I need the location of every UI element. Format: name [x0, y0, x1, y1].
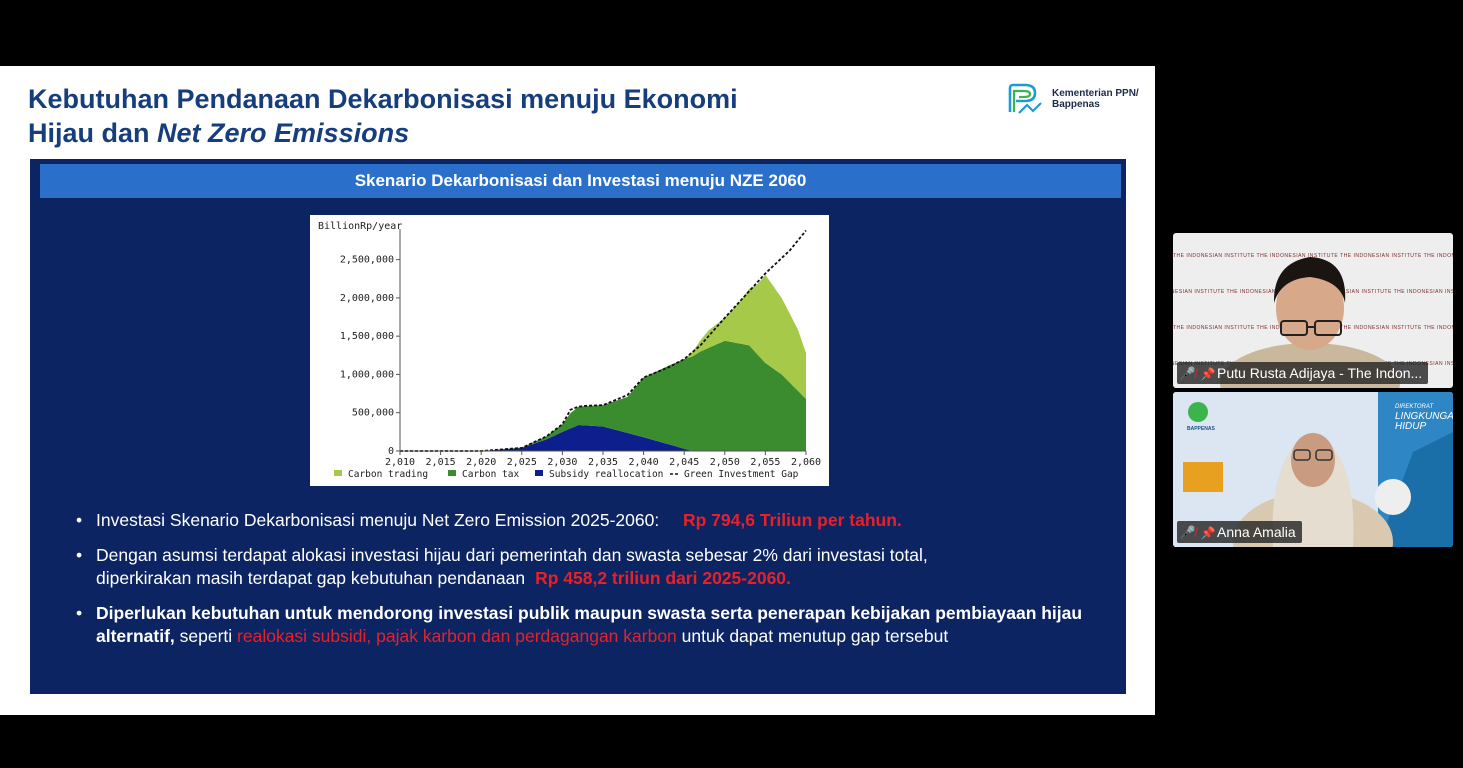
x-tick-label: 2,010 [385, 457, 415, 468]
y-tick-label: 0 [388, 446, 394, 457]
bullet-3-bold: Diperlukan kebutuhan untuk mendorong inv… [96, 603, 1083, 646]
bullet-item-1: • Investasi Skenario Dekarbonisasi menuj… [76, 510, 902, 530]
pin-icon[interactable]: 📌 [1200, 526, 1216, 540]
legend-label: Subsidy reallocation [549, 469, 663, 480]
mic-off-icon: 🎤̸ [1179, 366, 1197, 381]
bullet-3-red: realokasi subsidi, pajak karbon dan perd… [237, 626, 677, 646]
backdrop-text-row: THE INDONESIAN INSTITUTE THE INDONESIAN … [1173, 253, 1453, 259]
bullet-item-2: • Dengan asumsi terdapat alokasi investa… [76, 544, 1086, 590]
slide-title: Kebutuhan Pendanaan Dekarbonisasi menuju… [28, 82, 848, 150]
bullet-item-3: • Diperlukan kebutuhan untuk mendorong i… [76, 603, 1083, 646]
participant-2-nameplate: 🎤̸ 📌 Anna Amalia [1177, 521, 1302, 543]
title-italic: Net Zero Emissions [157, 118, 410, 148]
title-plain: Hijau dan [28, 118, 158, 148]
legend-swatch [535, 470, 543, 476]
logo-line1: Kementerian PPN/ [1052, 88, 1139, 99]
area-carbon-trading [400, 274, 806, 451]
participant-2-name: Anna Amalia [1217, 524, 1296, 540]
chart-container: 0 500,000 1,000,000 1,500,000 2,000,000 2,500… [310, 215, 829, 486]
x-tick-label: 2,015 [426, 457, 456, 468]
slide-title-line1: Kebutuhan Pendanaan Dekarbonisasi menuju… [28, 84, 738, 114]
x-tick-label: 2,045 [669, 457, 699, 468]
participant-1-name: Putu Rusta Adijaya - The Indon... [1217, 365, 1423, 381]
pin-icon[interactable]: 📌 [1200, 367, 1216, 381]
green-investment-gap-line [400, 229, 807, 452]
slide-title-line2: Hijau dan Net Zero Emissions [28, 116, 848, 150]
bullet-3-tail: untuk dapat menutup gap tersebut [676, 626, 949, 646]
bullet-2-highlight: Rp 458,2 triliun dari 2025-2060. [535, 568, 791, 588]
backdrop-directorate: DIREKTORAT LINGKUNGAN HIDUP [1395, 402, 1453, 432]
bullet-2-line2: diperkirakan masih terdapat gap kebutuha… [96, 568, 526, 588]
y-tick-label: 1,000,000 [340, 369, 394, 380]
bullet-1-highlight: Rp 794,6 Triliun per tahun. [682, 510, 902, 530]
x-tick-label: 2,030 [547, 457, 577, 468]
y-tick-label: 2,500,000 [340, 255, 394, 266]
x-tick-label: 2,055 [750, 457, 780, 468]
backdrop-bappenas: BAPPENAS [1187, 426, 1215, 432]
participant-tile-1[interactable]: THE INDONESIAN INSTITUTE THE INDONESIAN … [1173, 233, 1453, 388]
legend-swatch [334, 470, 342, 476]
participant-1-nameplate: 🎤̸ 📌 Putu Rusta Adijaya - The Indon... [1177, 362, 1429, 384]
bappenas-logo: Kementerian PPN/ Bappenas [1007, 82, 1147, 118]
x-tick-label: 2,040 [629, 457, 659, 468]
presentation-slide: Kebutuhan Pendanaan Dekarbonisasi menuju… [0, 66, 1155, 715]
logo-line2: Bappenas [1052, 99, 1100, 110]
bullet-list: • Investasi Skenario Dekarbonisasi menuj… [76, 509, 1086, 660]
legend-label: Green Investment Gap [684, 469, 799, 480]
x-tick-label: 2,020 [466, 457, 496, 468]
bullet-1-text: Investasi Skenario Dekarbonisasi menuju … [96, 510, 660, 530]
legend-label: Carbon trading [348, 469, 428, 480]
x-tick-label: 2,050 [710, 457, 740, 468]
y-axis-label: BillionRp/year [318, 221, 402, 232]
backdrop-title2: LINGKUNGAN [1395, 411, 1453, 422]
content-panel: Skenario Dekarbonisasi dan Investasi men… [30, 159, 1126, 694]
participant-tile-2[interactable]: DIREKTORAT LINGKUNGAN HIDUP BAPPENAS 🎤̸📌… [1173, 392, 1453, 547]
panel-header: Skenario Dekarbonisasi dan Investasi men… [40, 164, 1121, 198]
backdrop-title1: DIREKTORAT [1395, 404, 1434, 410]
x-tick-label: 2,035 [588, 457, 618, 468]
bullet-3-plain: seperti [174, 626, 238, 646]
area-subsidy-reallocation [400, 425, 806, 451]
area-chart: 0 500,000 1,000,000 1,500,000 2,000,000 2,500… [318, 221, 821, 480]
legend-swatch [448, 470, 456, 476]
y-tick-label: 2,000,000 [340, 293, 394, 304]
bullet-2-line1: Dengan asumsi terdapat alokasi investasi… [96, 545, 928, 565]
legend-label: Carbon tax [462, 469, 519, 480]
mic-off-icon: 🎤̸ [1179, 525, 1197, 540]
backdrop-title3: HIDUP [1395, 421, 1427, 432]
x-tick-label: 2,025 [507, 457, 537, 468]
bappenas-logo-icon [1008, 83, 1042, 114]
area-carbon-tax [400, 340, 806, 451]
x-tick-label: 2,060 [791, 457, 821, 468]
y-tick-label: 1,500,000 [340, 331, 394, 342]
y-tick-label: 500,000 [352, 408, 394, 419]
